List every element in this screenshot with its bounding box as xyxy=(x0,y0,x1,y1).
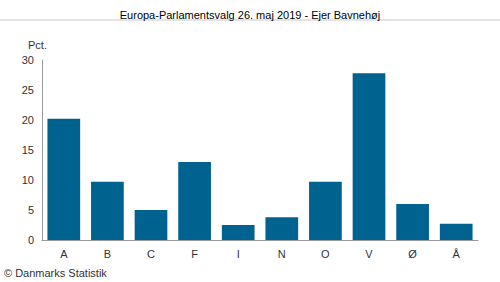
svg-text:30: 30 xyxy=(22,54,34,66)
svg-text:F: F xyxy=(191,248,198,260)
svg-text:C: C xyxy=(147,248,155,260)
svg-text:Europa-Parlamentsvalg 26. maj: Europa-Parlamentsvalg 26. maj 2019 - Eje… xyxy=(120,9,380,21)
svg-text:Ø: Ø xyxy=(408,248,417,260)
svg-text:I: I xyxy=(237,248,240,260)
svg-text:A: A xyxy=(60,248,68,260)
svg-text:B: B xyxy=(104,248,111,260)
svg-text:V: V xyxy=(365,248,373,260)
svg-text:Pct.: Pct. xyxy=(28,39,47,51)
svg-text:O: O xyxy=(321,248,330,260)
svg-text:N: N xyxy=(278,248,286,260)
svg-text:15: 15 xyxy=(22,144,34,156)
svg-text:0: 0 xyxy=(28,234,34,246)
svg-text:10: 10 xyxy=(22,174,34,186)
svg-text:20: 20 xyxy=(22,114,34,126)
svg-text:5: 5 xyxy=(28,204,34,216)
svg-text:Å: Å xyxy=(453,248,461,260)
svg-text:© Danmarks Statistik: © Danmarks Statistik xyxy=(4,267,107,279)
svg-text:25: 25 xyxy=(22,84,34,96)
